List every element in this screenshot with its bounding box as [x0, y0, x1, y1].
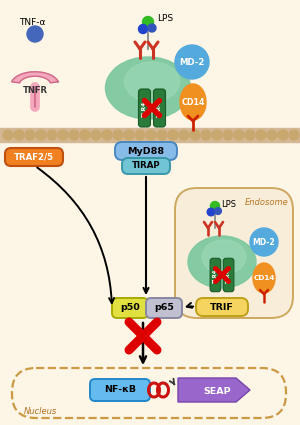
Text: p50: p50	[120, 303, 140, 312]
FancyBboxPatch shape	[12, 368, 286, 418]
FancyBboxPatch shape	[122, 158, 170, 174]
Circle shape	[278, 130, 288, 140]
Text: TRAF2/5: TRAF2/5	[14, 153, 54, 162]
Text: CD14: CD14	[253, 275, 275, 281]
Text: TNFR: TNFR	[22, 85, 47, 94]
Circle shape	[69, 130, 79, 140]
FancyBboxPatch shape	[90, 379, 150, 401]
Ellipse shape	[180, 84, 206, 120]
Text: TLR4: TLR4	[157, 101, 162, 117]
Text: LPS: LPS	[221, 200, 236, 209]
Circle shape	[80, 130, 90, 140]
Text: TIRAP: TIRAP	[132, 162, 160, 170]
FancyBboxPatch shape	[139, 89, 151, 127]
Ellipse shape	[253, 263, 275, 293]
Circle shape	[168, 130, 178, 140]
Circle shape	[179, 130, 189, 140]
Ellipse shape	[124, 62, 179, 102]
Circle shape	[91, 130, 101, 140]
Text: TLR4: TLR4	[213, 269, 218, 283]
Circle shape	[102, 130, 112, 140]
Circle shape	[245, 130, 255, 140]
Circle shape	[289, 130, 299, 140]
Text: MD-2: MD-2	[253, 238, 275, 246]
Text: CD14: CD14	[181, 97, 205, 107]
Text: TRIF: TRIF	[210, 303, 234, 312]
Polygon shape	[12, 72, 58, 83]
Text: MD-2: MD-2	[179, 57, 205, 66]
Text: LPS: LPS	[157, 14, 173, 23]
Circle shape	[139, 25, 148, 34]
FancyBboxPatch shape	[112, 298, 148, 318]
Circle shape	[47, 130, 57, 140]
Circle shape	[14, 130, 24, 140]
Circle shape	[135, 130, 145, 140]
Circle shape	[175, 45, 209, 79]
Circle shape	[250, 228, 278, 256]
Circle shape	[58, 130, 68, 140]
FancyBboxPatch shape	[210, 258, 221, 292]
FancyArrow shape	[178, 378, 250, 402]
FancyBboxPatch shape	[5, 148, 63, 166]
Text: TLR4: TLR4	[142, 101, 147, 117]
Circle shape	[142, 17, 154, 28]
FancyBboxPatch shape	[196, 298, 248, 316]
Text: Endosome: Endosome	[245, 198, 289, 207]
Circle shape	[148, 24, 156, 32]
Circle shape	[234, 130, 244, 140]
Ellipse shape	[202, 240, 246, 274]
FancyBboxPatch shape	[115, 142, 177, 160]
Circle shape	[214, 207, 221, 214]
FancyBboxPatch shape	[146, 298, 182, 318]
Circle shape	[124, 130, 134, 140]
Text: NF-κB: NF-κB	[104, 385, 136, 394]
FancyBboxPatch shape	[175, 188, 293, 318]
FancyBboxPatch shape	[154, 89, 166, 127]
Circle shape	[207, 208, 215, 216]
Text: p65: p65	[154, 303, 174, 312]
Circle shape	[113, 130, 123, 140]
Circle shape	[157, 130, 167, 140]
Circle shape	[256, 130, 266, 140]
FancyBboxPatch shape	[223, 258, 234, 292]
Circle shape	[223, 130, 233, 140]
Circle shape	[211, 201, 220, 210]
Circle shape	[27, 26, 43, 42]
Text: MyD88: MyD88	[128, 147, 165, 156]
Circle shape	[36, 130, 46, 140]
Text: Nucleus: Nucleus	[24, 408, 57, 416]
Circle shape	[190, 130, 200, 140]
Text: TLR4: TLR4	[226, 269, 231, 283]
Circle shape	[3, 130, 13, 140]
Circle shape	[25, 130, 35, 140]
Ellipse shape	[106, 57, 190, 119]
Text: TNF-α: TNF-α	[19, 18, 45, 27]
Circle shape	[146, 130, 156, 140]
Circle shape	[201, 130, 211, 140]
Circle shape	[267, 130, 277, 140]
Text: SEAP: SEAP	[203, 386, 231, 396]
Ellipse shape	[188, 236, 256, 288]
Circle shape	[212, 130, 222, 140]
